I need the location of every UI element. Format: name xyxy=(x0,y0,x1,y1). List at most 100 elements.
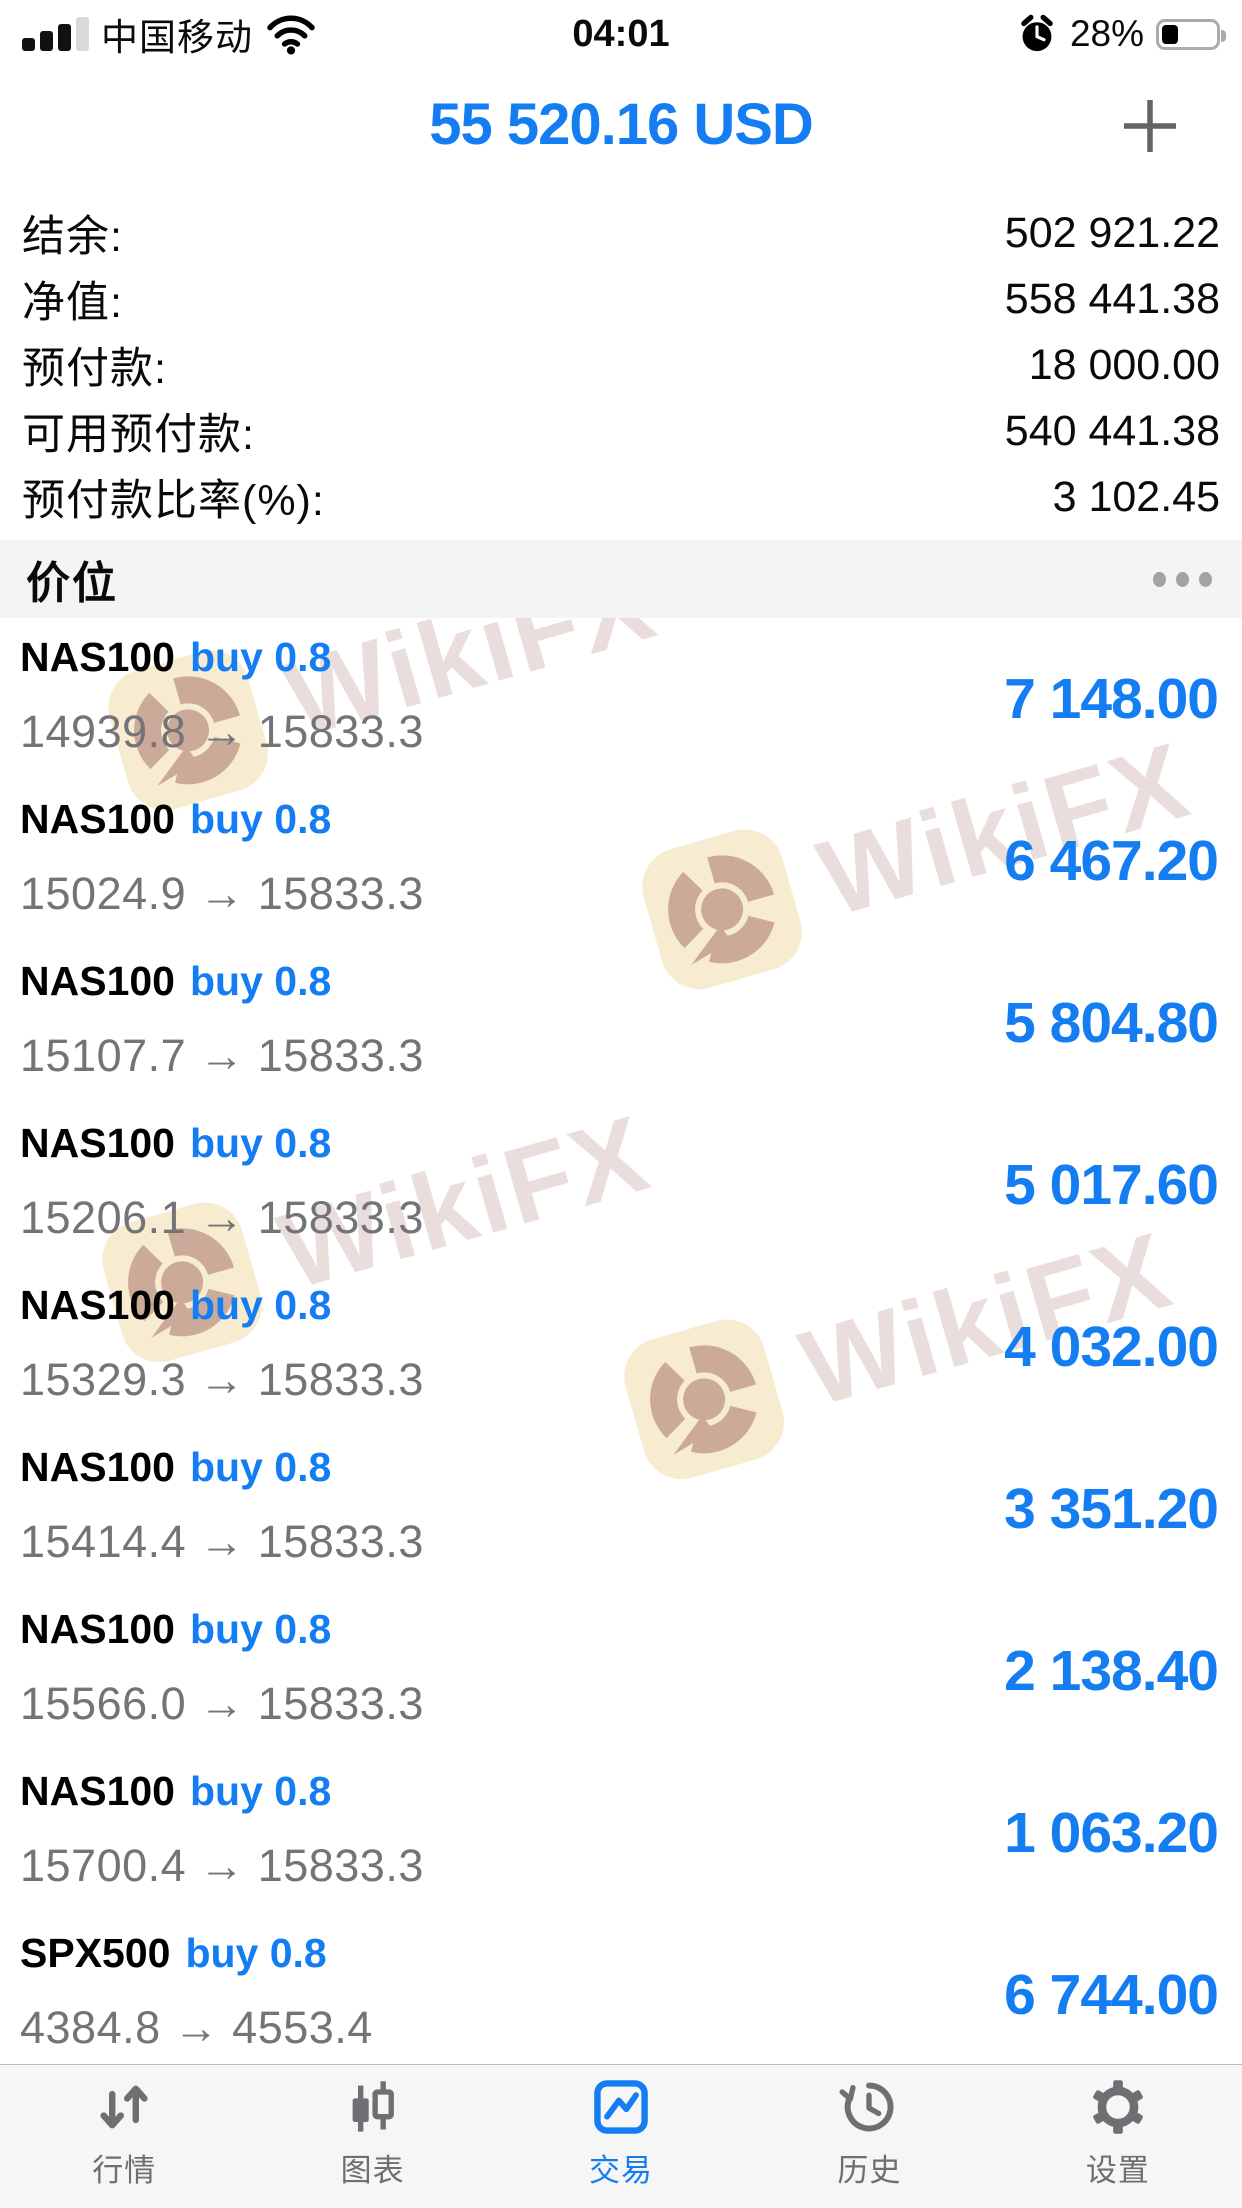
position-current-price: 15833.3 xyxy=(257,1840,424,1891)
alarm-icon xyxy=(1016,13,1058,55)
account-row-label: 结余: xyxy=(22,213,123,261)
position-open-price: 15107.7 xyxy=(20,1030,187,1081)
position-side-volume: buy 0.8 xyxy=(189,1282,332,1328)
position-row[interactable]: NAS100 buy 0.8 15329.3 → 15833.3 4 032.0… xyxy=(0,1266,1242,1428)
arrow-right-icon: → xyxy=(199,868,245,919)
account-row-label: 可用预付款: xyxy=(22,411,255,459)
arrow-right-icon: → xyxy=(199,1030,245,1081)
position-open-price: 14939.8 xyxy=(20,706,187,757)
arrow-right-icon: → xyxy=(199,1516,245,1567)
tab-label: 交易 xyxy=(589,2153,654,2188)
position-prices: 15414.4 → 15833.3 xyxy=(20,1516,1218,1568)
positions-section-header: 价位 xyxy=(0,540,1242,618)
position-row[interactable]: NAS100 buy 0.8 14939.8 → 15833.3 7 148.0… xyxy=(0,618,1242,780)
tab-trade[interactable]: 交易 xyxy=(497,2065,745,2208)
tab-charts[interactable]: 图表 xyxy=(248,2065,496,2208)
account-summary-row: 可用预付款: 540 441.38 xyxy=(0,398,1242,464)
candlestick-icon xyxy=(343,2077,403,2137)
tab-label: 行情 xyxy=(92,2153,157,2188)
position-side-volume: buy 0.8 xyxy=(189,634,332,680)
position-row[interactable]: NAS100 buy 0.8 15107.7 → 15833.3 5 804.8… xyxy=(0,942,1242,1104)
position-profit: 6 467.20 xyxy=(1004,829,1219,893)
tab-label: 设置 xyxy=(1085,2153,1150,2188)
position-title: NAS100 buy 0.8 xyxy=(20,1606,1218,1656)
wifi-icon xyxy=(265,13,317,55)
position-current-price: 15833.3 xyxy=(257,1192,424,1243)
position-current-price: 15833.3 xyxy=(257,868,424,919)
position-row[interactable]: NAS100 buy 0.8 15414.4 → 15833.3 3 351.2… xyxy=(0,1428,1242,1590)
arrow-right-icon: → xyxy=(199,1678,245,1729)
tab-quotes[interactable]: 行情 xyxy=(0,2065,248,2208)
position-row[interactable]: NAS100 buy 0.8 15700.4 → 15833.3 1 063.2… xyxy=(0,1752,1242,1914)
position-open-price: 15206.1 xyxy=(20,1192,187,1243)
position-symbol: NAS100 xyxy=(20,1282,175,1328)
position-side-volume: buy 0.8 xyxy=(189,796,332,842)
account-row-value: 18 000.00 xyxy=(1028,340,1220,389)
arrow-right-icon: → xyxy=(199,1354,245,1405)
position-side-volume: buy 0.8 xyxy=(189,1120,332,1166)
position-profit: 5 017.60 xyxy=(1004,1153,1219,1217)
tab-settings[interactable]: 设置 xyxy=(994,2065,1242,2208)
position-current-price: 15833.3 xyxy=(257,706,424,757)
position-current-price: 15833.3 xyxy=(257,1678,424,1729)
position-title: SPX500 buy 0.8 xyxy=(20,1930,1218,1980)
position-profit: 3 351.20 xyxy=(1004,1477,1219,1541)
account-header: 55 520.16 USD xyxy=(0,62,1242,188)
arrow-right-icon: → xyxy=(173,2002,220,2053)
position-current-price: 15833.3 xyxy=(257,1354,424,1405)
position-side-volume: buy 0.8 xyxy=(189,1768,332,1814)
gear-icon xyxy=(1088,2077,1148,2137)
arrow-right-icon: → xyxy=(199,706,245,757)
position-row[interactable]: NAS100 buy 0.8 15206.1 → 15833.3 5 017.6… xyxy=(0,1104,1242,1266)
battery-percent: 28% xyxy=(1069,13,1144,54)
positions-menu-button[interactable] xyxy=(1149,562,1216,597)
position-symbol: NAS100 xyxy=(20,796,175,842)
position-side-volume: buy 0.8 xyxy=(189,1606,332,1652)
position-side-volume: buy 0.8 xyxy=(185,1930,327,1976)
position-profit: 5 804.80 xyxy=(1004,991,1219,1055)
position-profit: 1 063.20 xyxy=(1004,1801,1219,1865)
position-open-price: 4384.8 xyxy=(20,2002,161,2053)
position-profit: 4 032.00 xyxy=(1004,1315,1219,1379)
account-summary-row: 净值: 558 441.38 xyxy=(0,266,1242,332)
position-title: NAS100 buy 0.8 xyxy=(20,1768,1218,1818)
position-row[interactable]: NAS100 buy 0.8 15566.0 → 15833.3 2 138.4… xyxy=(0,1590,1242,1752)
tab-label: 图表 xyxy=(340,2153,405,2188)
position-current-price: 4553.4 xyxy=(232,2002,373,2053)
add-order-button[interactable] xyxy=(1122,98,1178,154)
position-row[interactable]: SPX500 buy 0.8 4384.8 → 4553.4 6 744.00 xyxy=(0,1914,1242,2064)
status-bar: 中国移动 04:01 28% xyxy=(0,0,1242,62)
position-prices: 15700.4 → 15833.3 xyxy=(20,1840,1218,1892)
account-total: 55 520.16 USD xyxy=(429,92,814,157)
position-open-price: 15566.0 xyxy=(20,1678,187,1729)
position-symbol: NAS100 xyxy=(20,1444,175,1490)
position-symbol: NAS100 xyxy=(20,1768,175,1814)
position-open-price: 15700.4 xyxy=(20,1840,187,1891)
arrows-up-down-icon xyxy=(94,2077,154,2137)
account-row-label: 预付款: xyxy=(22,345,167,393)
carrier-name: 中国移动 xyxy=(101,17,253,58)
plus-icon xyxy=(1122,98,1178,154)
position-symbol: NAS100 xyxy=(20,1120,175,1166)
position-symbol: SPX500 xyxy=(20,1930,171,1976)
account-row-value: 540 441.38 xyxy=(1004,406,1220,455)
account-row-label: 净值: xyxy=(22,279,123,327)
position-prices: 15107.7 → 15833.3 xyxy=(20,1030,1218,1082)
account-row-value: 3 102.45 xyxy=(1052,472,1220,521)
account-row-value: 558 441.38 xyxy=(1004,274,1220,323)
position-title: NAS100 buy 0.8 xyxy=(20,1444,1218,1494)
account-summary: 结余: 502 921.22 净值: 558 441.38 预付款: 18 00… xyxy=(0,200,1242,530)
position-open-price: 15329.3 xyxy=(20,1354,187,1405)
battery-icon xyxy=(1156,18,1226,50)
arrow-right-icon: → xyxy=(199,1192,245,1243)
history-clock-icon xyxy=(839,2077,899,2137)
position-symbol: NAS100 xyxy=(20,958,175,1004)
tab-history[interactable]: 历史 xyxy=(745,2065,993,2208)
position-side-volume: buy 0.8 xyxy=(189,958,332,1004)
position-row[interactable]: NAS100 buy 0.8 15024.9 → 15833.3 6 467.2… xyxy=(0,780,1242,942)
arrow-right-icon: → xyxy=(199,1840,245,1891)
position-profit: 2 138.40 xyxy=(1004,1639,1219,1703)
account-summary-row: 结余: 502 921.22 xyxy=(0,200,1242,266)
account-row-value: 502 921.22 xyxy=(1004,208,1220,257)
tab-label: 历史 xyxy=(837,2153,902,2188)
